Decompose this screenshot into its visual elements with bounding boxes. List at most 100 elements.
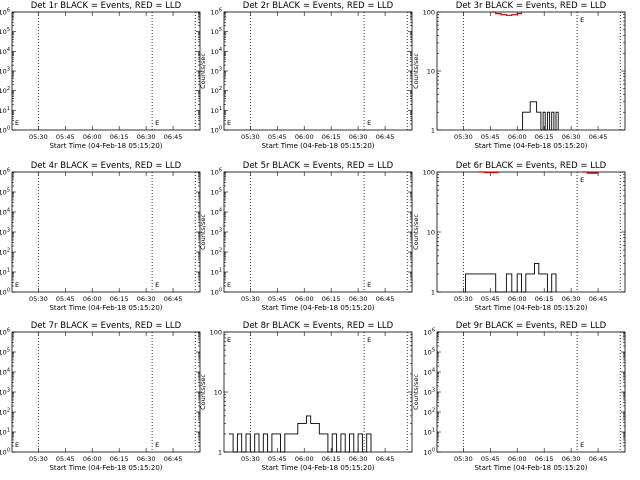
x-axis-label: Start Time (04-Feb-18 05:15:20) bbox=[49, 304, 162, 312]
y-tick-label: 100 bbox=[0, 126, 10, 135]
x-tick-label: 05:45 bbox=[481, 295, 500, 303]
x-tick-label: 06:30 bbox=[137, 133, 156, 141]
x-tick-label: 05:30 bbox=[454, 133, 473, 141]
plot-frame bbox=[436, 11, 626, 131]
y-axis-label: Counts/sec bbox=[412, 53, 420, 89]
y-tick-label: 100 bbox=[0, 288, 10, 297]
y-tick-label: 106 bbox=[0, 328, 10, 337]
x-tick-label: 05:45 bbox=[481, 455, 500, 463]
x-tick-label: 06:45 bbox=[589, 455, 608, 463]
chart-panel-7: Det 7r BLACK = Events, RED = LLD 100 101 10… bbox=[0, 321, 201, 472]
x-tick-label: 06:45 bbox=[164, 455, 183, 463]
y-tick-label: 105 bbox=[0, 348, 10, 357]
plot-frame bbox=[11, 331, 201, 453]
x-tick-label: 06:00 bbox=[83, 455, 102, 463]
y-tick-label: 106 bbox=[0, 168, 10, 177]
x-tick-label: 05:45 bbox=[268, 295, 287, 303]
x-tick-label: 06:15 bbox=[110, 295, 129, 303]
events-series-line bbox=[517, 101, 559, 131]
y-tick-label: 10 bbox=[214, 389, 222, 397]
x-tick-label: 06:15 bbox=[535, 455, 554, 463]
x-tick-label: 05:45 bbox=[56, 133, 75, 141]
x-tick-label: 05:30 bbox=[241, 455, 260, 463]
y-tick-label: 103 bbox=[211, 67, 222, 76]
x-tick-label: 06:15 bbox=[322, 133, 341, 141]
events-series-line bbox=[228, 415, 372, 453]
y-tick-label: 101 bbox=[211, 106, 222, 115]
y-tick-label: 100 bbox=[211, 288, 222, 297]
y-tick-label: 102 bbox=[0, 248, 10, 257]
plot-frame bbox=[223, 11, 413, 131]
x-tick-label: 06:00 bbox=[508, 133, 527, 141]
lld-series-line bbox=[478, 171, 499, 174]
y-tick-label: 106 bbox=[0, 8, 10, 17]
y-tick-label: 100 bbox=[0, 448, 10, 457]
y-tick-label: 1 bbox=[218, 449, 222, 457]
y-tick-label: 1 bbox=[431, 289, 435, 297]
event-marker-label: E bbox=[15, 441, 19, 449]
chart-panel-5: Det 5r BLACK = Events, RED = LLD 100 101 10… bbox=[199, 161, 413, 312]
y-tick-label: 100 bbox=[423, 9, 435, 17]
x-axis-label: Start Time (04-Feb-18 05:15:20) bbox=[49, 142, 162, 150]
y-axis-label: Counts/sec bbox=[199, 214, 207, 250]
lld-series-line bbox=[491, 11, 523, 16]
chart-title: Det 8r BLACK = Events, RED = LLD bbox=[243, 321, 394, 331]
event-marker-label: E bbox=[580, 176, 584, 184]
y-tick-label: 105 bbox=[424, 348, 435, 357]
chart-panel-6: Det 6r BLACK = Events, RED = LLD 1 10 100 05… bbox=[412, 161, 626, 312]
x-tick-label: 06:15 bbox=[535, 295, 554, 303]
plot-frame bbox=[223, 331, 413, 453]
y-tick-label: 102 bbox=[0, 86, 10, 95]
x-tick-label: 05:45 bbox=[268, 133, 287, 141]
y-tick-label: 102 bbox=[211, 248, 222, 257]
x-axis-label: Start Time (04-Feb-18 05:15:20) bbox=[474, 304, 587, 312]
x-tick-label: 06:30 bbox=[349, 295, 368, 303]
y-tick-label: 104 bbox=[0, 47, 10, 56]
x-tick-label: 05:30 bbox=[29, 455, 48, 463]
event-marker-label: E bbox=[155, 119, 159, 127]
x-tick-label: 05:45 bbox=[56, 295, 75, 303]
x-tick-label: 06:45 bbox=[376, 455, 395, 463]
x-tick-label: 05:30 bbox=[241, 133, 260, 141]
x-axis-label: Start Time (04-Feb-18 05:15:20) bbox=[261, 142, 374, 150]
y-tick-label: 100 bbox=[210, 329, 222, 337]
x-axis-label: Start Time (04-Feb-18 05:15:20) bbox=[261, 464, 374, 472]
x-tick-label: 06:15 bbox=[110, 455, 129, 463]
y-tick-label: 102 bbox=[211, 86, 222, 95]
y-tick-label: 105 bbox=[0, 27, 10, 36]
plot-frame bbox=[11, 171, 201, 293]
chart-panel-9: Det 9r BLACK = Events, RED = LLD 100 101 10… bbox=[412, 321, 626, 472]
x-tick-label: 06:00 bbox=[295, 455, 314, 463]
y-tick-label: 103 bbox=[0, 388, 10, 397]
y-tick-label: 105 bbox=[0, 188, 10, 197]
y-tick-label: 101 bbox=[0, 268, 10, 277]
y-tick-label: 104 bbox=[424, 368, 435, 377]
x-tick-label: 06:15 bbox=[110, 133, 129, 141]
x-tick-label: 05:30 bbox=[454, 295, 473, 303]
plot-frame bbox=[436, 331, 626, 453]
x-tick-label: 05:30 bbox=[241, 295, 260, 303]
x-tick-label: 05:45 bbox=[56, 455, 75, 463]
x-tick-label: 06:30 bbox=[562, 295, 581, 303]
y-axis-label: Counts/sec bbox=[412, 214, 420, 250]
y-tick-label: 10 bbox=[427, 68, 435, 76]
event-marker-label: E bbox=[15, 281, 19, 289]
x-tick-label: 06:00 bbox=[508, 295, 527, 303]
x-tick-label: 06:30 bbox=[137, 295, 156, 303]
x-tick-label: 06:30 bbox=[562, 133, 581, 141]
event-marker-label: E bbox=[15, 119, 19, 127]
y-tick-label: 106 bbox=[424, 328, 435, 337]
event-marker-label: E bbox=[367, 336, 371, 344]
y-tick-label: 102 bbox=[424, 408, 435, 417]
x-tick-label: 06:45 bbox=[376, 295, 395, 303]
x-tick-label: 06:45 bbox=[376, 133, 395, 141]
y-tick-label: 105 bbox=[211, 188, 222, 197]
x-tick-label: 06:45 bbox=[164, 295, 183, 303]
event-marker-label: E bbox=[227, 119, 231, 127]
y-tick-label: 102 bbox=[0, 408, 10, 417]
y-tick-label: 101 bbox=[424, 428, 435, 437]
lld-series-line bbox=[581, 171, 599, 174]
event-marker-label: E bbox=[367, 119, 371, 127]
y-tick-label: 104 bbox=[0, 208, 10, 217]
